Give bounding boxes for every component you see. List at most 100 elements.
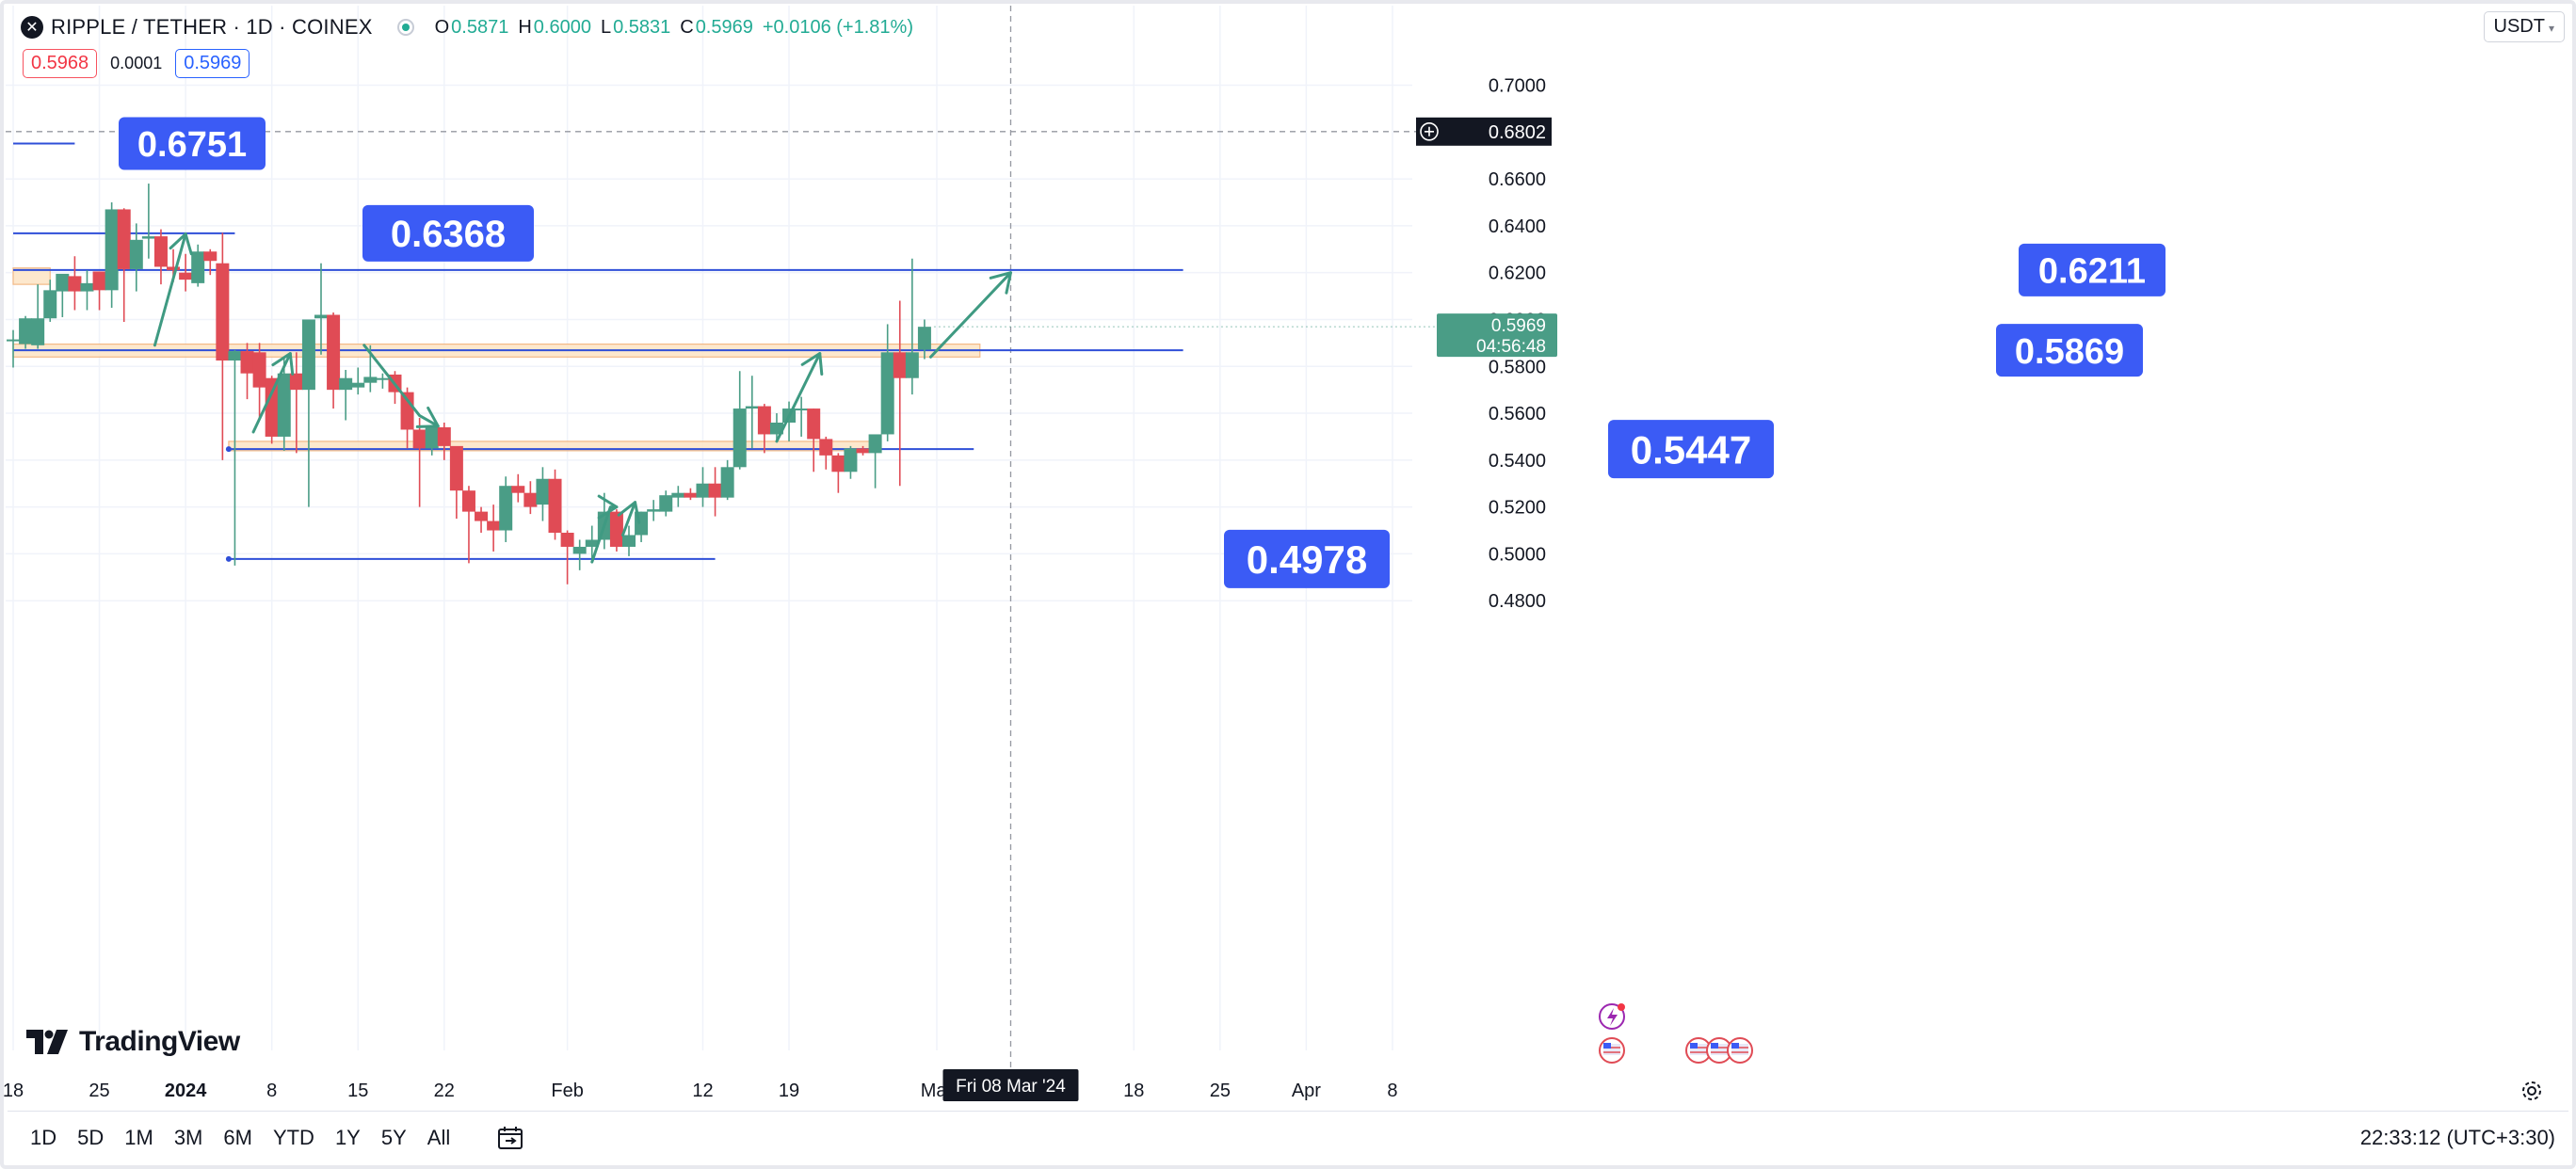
plus-icon — [1425, 126, 1434, 136]
candle-body — [769, 423, 783, 435]
level-label: 0.5869 — [2015, 332, 2124, 372]
y-tick-label: 0.5200 — [1489, 498, 1546, 519]
y-tick-label: 0.6200 — [1489, 264, 1546, 284]
candle-body — [31, 318, 45, 345]
candle-body — [376, 377, 390, 380]
candle-body — [757, 406, 771, 435]
last-price-tag — [1437, 313, 1557, 358]
candle-body — [153, 236, 168, 267]
candle-body — [56, 273, 70, 292]
candle-body — [339, 377, 353, 391]
candle-body — [733, 408, 747, 468]
level-label: 0.6368 — [391, 214, 506, 255]
timeframe-1m[interactable]: 1M — [124, 1126, 153, 1149]
candle-body — [203, 251, 217, 262]
candle-body — [708, 483, 722, 498]
brand-name: TradingView — [79, 1026, 240, 1057]
level-anchor — [225, 446, 232, 453]
candle-body — [917, 327, 931, 350]
candle-body — [265, 377, 279, 437]
ohlc-open: O 0.5871 — [434, 16, 509, 38]
x-tick-label: 8 — [266, 1081, 277, 1101]
timeframe-all[interactable]: All — [427, 1126, 451, 1149]
economic-event-us-flag-icon-canton — [1731, 1043, 1739, 1049]
timeframe-list: 1D 5D 1M 3M 6M YTD 1Y 5Y All — [8, 1126, 450, 1150]
candle-body — [475, 511, 489, 521]
trend-arrow-head — [415, 406, 440, 428]
level-label-bg — [119, 117, 266, 170]
currency-select[interactable]: USDT ▾ — [2483, 11, 2565, 42]
candle-body — [745, 406, 759, 409]
timeframe-1y[interactable]: 1Y — [334, 1126, 361, 1149]
ohlc-high: H 0.6000 — [518, 16, 591, 38]
candle-body — [228, 351, 242, 361]
x-tick-label: 12 — [692, 1081, 713, 1101]
timeframe-5d[interactable]: 5D — [77, 1126, 105, 1149]
candle-body — [117, 209, 131, 269]
clock-timezone[interactable]: 22:33:12 (UTC+3:30) — [2359, 1126, 2555, 1149]
trend-arrow — [153, 232, 187, 347]
level-label-bg — [2019, 243, 2165, 296]
candle-body — [572, 546, 587, 554]
candle-body — [856, 448, 870, 454]
candle-body — [523, 492, 538, 507]
candle-body — [720, 467, 734, 498]
close-icon[interactable]: ✕ — [21, 16, 43, 39]
y-tick-label: 0.5000 — [1489, 544, 1546, 565]
candle-body — [622, 535, 636, 547]
bottom-toolbar: 1D 5D 1M 3M 6M YTD 1Y 5Y All 22:33:12 (UTC+3:30) — [8, 1111, 2568, 1164]
candle-body — [179, 272, 193, 280]
last-price-value: 0.5969 — [1491, 316, 1546, 336]
candle-body — [425, 426, 439, 449]
candle-body — [191, 251, 205, 283]
chevron-down-icon: ▾ — [2548, 22, 2554, 35]
candle-body — [487, 520, 501, 531]
x-tick-label: 18 — [3, 1081, 24, 1101]
sell-price-button[interactable]: 0.5968 — [23, 49, 98, 78]
candle-body — [105, 209, 119, 291]
timeframe-6m[interactable]: 6M — [223, 1126, 252, 1149]
level-label-bg — [1224, 529, 1390, 588]
timeframe-3m[interactable]: 3M — [173, 1126, 203, 1149]
gear-icon[interactable] — [2520, 1079, 2544, 1103]
candle-body — [461, 490, 475, 512]
candle-body — [831, 455, 845, 472]
candle-body — [167, 266, 181, 271]
symbol-header: ✕ RIPPLE / TETHER · 1D · COINEX O 0.5871 … — [21, 11, 913, 43]
candle-body — [437, 426, 451, 446]
symbol-title[interactable]: RIPPLE / TETHER · 1D · COINEX — [51, 15, 373, 39]
candle-body — [43, 290, 57, 319]
x-tick-label: 15 — [347, 1081, 368, 1101]
tradingview-logo[interactable]: TradingView — [26, 1026, 240, 1058]
trend-arrow — [362, 344, 440, 428]
buy-price-button[interactable]: 0.5969 — [175, 49, 250, 78]
candle-body — [19, 318, 33, 344]
currency-label: USDT — [2493, 16, 2545, 37]
candle-body — [868, 434, 882, 454]
trend-arrow-head — [800, 352, 824, 376]
candle-body — [659, 495, 673, 512]
market-status-icon[interactable] — [396, 19, 414, 36]
candle-body — [585, 539, 599, 547]
trend-arrow — [928, 271, 1012, 359]
timeframe-ytd[interactable]: YTD — [272, 1126, 314, 1149]
event-dot — [1618, 1003, 1625, 1011]
candle-body — [905, 352, 919, 378]
trend-arrow — [620, 501, 637, 537]
lightning-icon — [1607, 1008, 1618, 1026]
candle-body — [671, 492, 685, 498]
tradingview-logo-icon — [26, 1030, 68, 1054]
candle-body — [68, 276, 82, 292]
timeframe-5y[interactable]: 5Y — [380, 1126, 407, 1149]
candle-body — [301, 319, 315, 391]
compare-range-icon[interactable] — [497, 1126, 525, 1150]
spread-value: 0.0001 — [110, 54, 163, 72]
trend-arrow-head — [617, 501, 641, 524]
trend-arrow-head — [271, 352, 295, 376]
candle-body — [893, 352, 907, 378]
trend-arrow-head — [989, 271, 1012, 295]
timeframe-1d[interactable]: 1D — [30, 1126, 57, 1149]
candle-body — [548, 478, 562, 534]
